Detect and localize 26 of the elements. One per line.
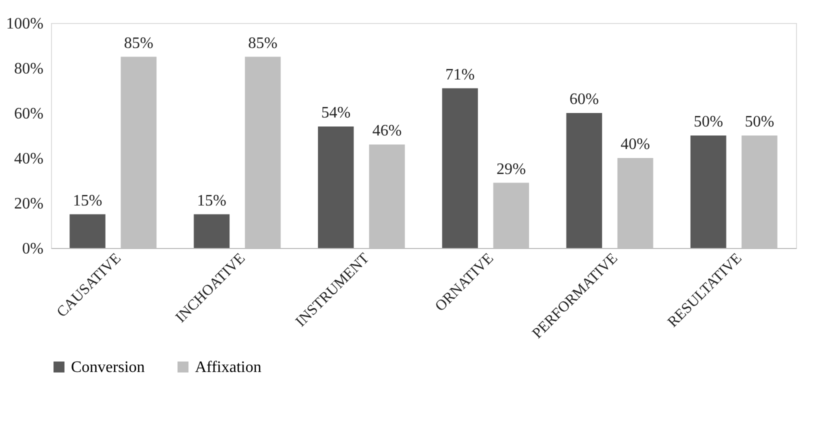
y-tick-label: 60% (14, 106, 44, 122)
data-label: 15% (72, 192, 102, 210)
bar (318, 126, 354, 248)
bar (70, 214, 106, 248)
y-tick-label: 20% (14, 196, 44, 212)
data-label: 85% (248, 34, 278, 52)
data-label: 60% (570, 91, 599, 108)
y-tick-label: 0% (22, 240, 44, 258)
data-label: 54% (321, 104, 351, 122)
data-label: 40% (620, 136, 650, 153)
bar (442, 88, 478, 248)
y-tick-label: 40% (14, 150, 44, 168)
data-label: 46% (372, 122, 402, 140)
data-label: 15% (197, 192, 226, 210)
y-tick-label: 80% (14, 60, 44, 78)
bar (566, 113, 602, 248)
legend-label: Affixation (195, 359, 262, 376)
data-label: 71% (445, 66, 475, 84)
data-label: 29% (496, 160, 526, 178)
data-label: 50% (744, 114, 774, 130)
data-label: 85% (124, 34, 154, 52)
data-label: 50% (694, 114, 724, 130)
bar (194, 214, 230, 248)
bar (690, 136, 726, 248)
legend-label: Conversion (71, 359, 145, 376)
y-tick-label: 100% (6, 16, 44, 32)
